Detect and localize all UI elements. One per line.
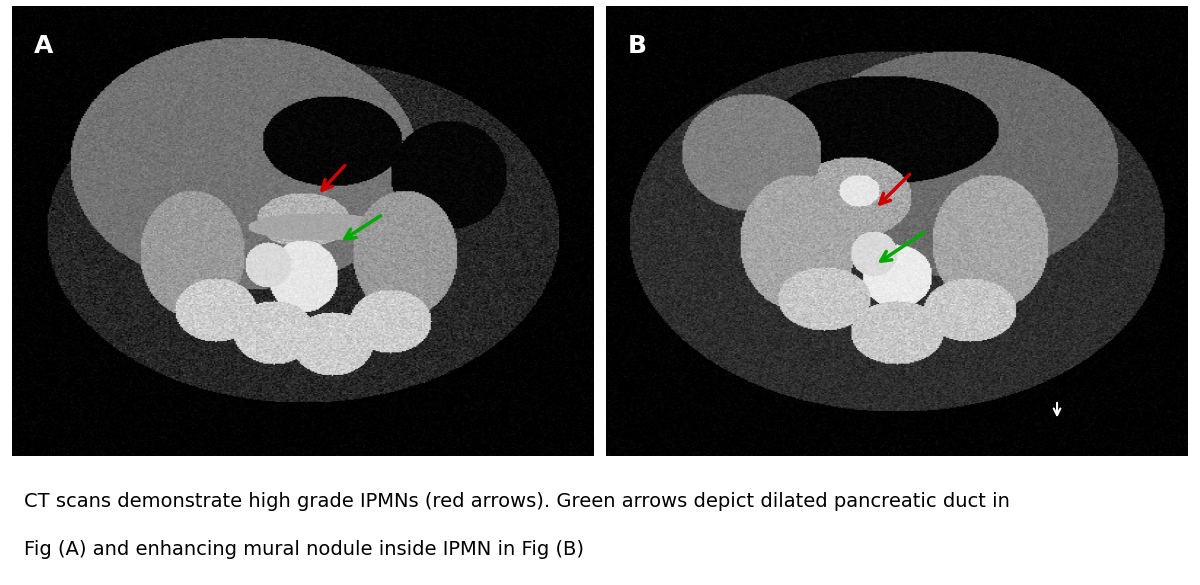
Text: B: B: [628, 34, 647, 58]
Text: A: A: [34, 34, 53, 58]
Text: CT scans demonstrate high grade IPMNs (red arrows). Green arrows depict dilated : CT scans demonstrate high grade IPMNs (r…: [24, 493, 1010, 511]
Text: Fig (A) and enhancing mural nodule inside IPMN in Fig (B): Fig (A) and enhancing mural nodule insid…: [24, 540, 584, 559]
